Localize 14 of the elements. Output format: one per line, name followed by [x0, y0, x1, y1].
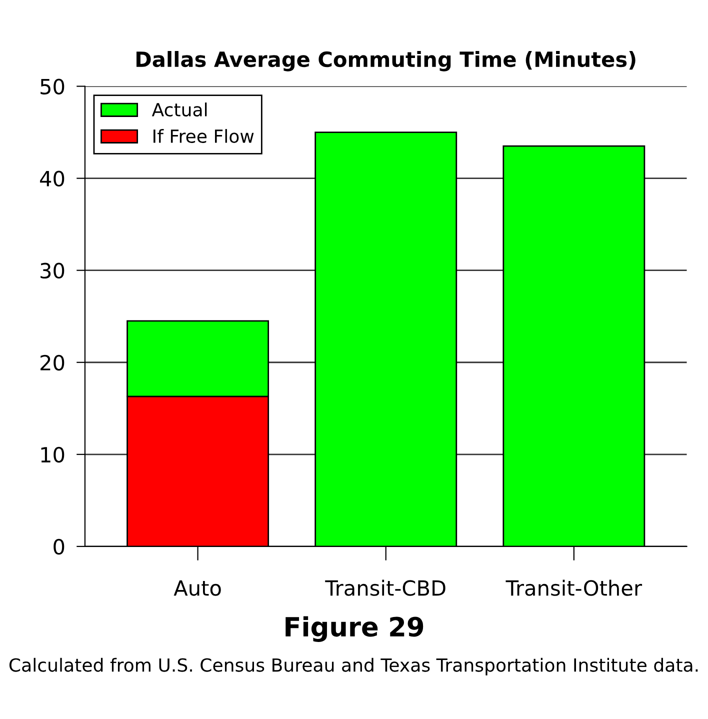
chart-title: Dallas Average Commuting Time (Minutes) [136, 51, 636, 72]
x-tick-label: Transit-Other [506, 580, 642, 596]
caption: Figure 29 [286, 616, 424, 642]
y-tick-label: 10 [41, 446, 64, 463]
legend-label: If Free Flow [154, 129, 254, 144]
legend-label: Actual [152, 102, 207, 117]
y-tick-label: 20 [40, 354, 64, 371]
text: Calculated from U.S. Census Bureau and Texas Transportation Institute data. [9, 658, 698, 676]
x-tick-label: Auto [174, 580, 221, 596]
y-tick-label: 0 [54, 538, 64, 555]
y-tick-label: 30 [40, 262, 64, 279]
y-tick-label: 40 [40, 170, 64, 187]
x-tick-label: Transit-CBD [325, 580, 446, 596]
y-tick-label: 50 [40, 78, 64, 94]
